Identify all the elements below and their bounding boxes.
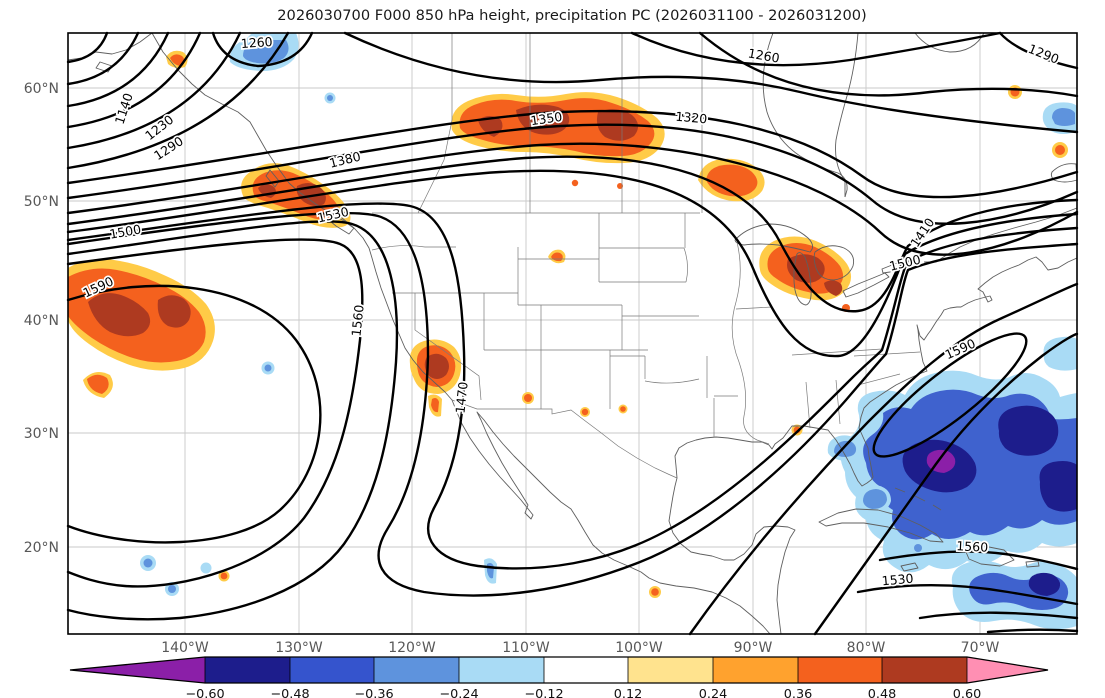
svg-text:1470: 1470 [452, 381, 470, 414]
atlantic-ridge-contour [872, 332, 1028, 458]
newfoundland [1050, 163, 1078, 183]
svg-text:60°N: 60°N [24, 81, 59, 97]
svg-text:1560: 1560 [348, 304, 366, 337]
us-mexico-border [451, 399, 678, 479]
svg-text:0.36: 0.36 [784, 687, 813, 698]
bahamas [894, 487, 942, 511]
svg-text:110°W: 110°W [502, 640, 550, 656]
height-contours [66, 31, 1079, 636]
colorbar: −0.60 −0.48 −0.36 −0.24 −0.12 0.12 0.24 … [69, 656, 1049, 698]
lake-superior [734, 223, 813, 253]
svg-text:130°W: 130°W [275, 640, 323, 656]
haida-gwaii [265, 169, 280, 188]
mississippi-river [731, 241, 770, 445]
y-axis-ticks: 60°N 50°N 40°N 30°N 20°N [24, 81, 59, 556]
x-axis-ticks: 140°W 130°W 120°W 110°W 100°W 90°W 80°W … [161, 640, 999, 656]
gulf-atlantic-coastline [668, 256, 1078, 635]
vancouver-island [323, 209, 355, 235]
svg-text:1260: 1260 [747, 45, 781, 65]
coastlines [67, 32, 1078, 635]
svg-text:−0.24: −0.24 [439, 687, 478, 698]
kodiak [95, 61, 113, 73]
svg-text:0.24: 0.24 [699, 687, 728, 698]
hudson-bay-east [835, 32, 859, 197]
svg-text:50°N: 50°N [24, 194, 59, 210]
svg-text:70°W: 70°W [961, 640, 1000, 656]
jamaica [900, 562, 919, 572]
political-borders [371, 33, 921, 479]
plot-frame [67, 32, 1078, 635]
chart-title: 2026030700 F000 850 hPa height, precipit… [277, 7, 866, 24]
svg-text:−0.60: −0.60 [185, 687, 224, 698]
svg-text:140°W: 140°W [161, 640, 209, 656]
svg-text:100°W: 100°W [615, 640, 663, 656]
svg-text:1290: 1290 [1026, 41, 1061, 67]
svg-text:−0.12: −0.12 [524, 687, 563, 698]
svg-text:1140: 1140 [112, 91, 136, 126]
svg-text:0.48: 0.48 [868, 687, 897, 698]
colorbar-outline [69, 656, 1049, 684]
svg-text:90°W: 90°W [734, 640, 773, 656]
lake-huron [813, 245, 855, 281]
lake-erie [842, 272, 890, 298]
svg-text:1530: 1530 [881, 571, 914, 589]
svg-text:−0.48: −0.48 [270, 687, 309, 698]
svg-text:0.60: 0.60 [953, 687, 982, 698]
hudson-bay-west [762, 32, 848, 198]
svg-text:40°N: 40°N [24, 313, 59, 329]
puerto-rico [1025, 560, 1040, 568]
pacific-coastline [151, 32, 771, 635]
cuba [818, 508, 944, 543]
lake-michigan [793, 252, 812, 306]
svg-text:1560: 1560 [956, 538, 989, 555]
svg-text:20°N: 20°N [24, 540, 59, 556]
svg-text:1500: 1500 [108, 221, 142, 241]
colorbar-extend-high [967, 657, 1048, 683]
svg-text:1320: 1320 [675, 109, 708, 127]
hispaniola [965, 545, 1015, 567]
svg-text:1380: 1380 [328, 148, 363, 170]
positive-anomaly-shading [68, 50, 1068, 598]
svg-text:1350: 1350 [530, 109, 564, 128]
svg-text:120°W: 120°W [388, 640, 436, 656]
svg-text:0.12: 0.12 [614, 687, 643, 698]
svg-text:80°W: 80°W [847, 640, 886, 656]
svg-text:1260: 1260 [240, 34, 273, 51]
colorbar-extend-low [70, 657, 205, 683]
arctic-island [914, 32, 985, 53]
svg-text:30°N: 30°N [24, 426, 59, 442]
svg-text:−0.36: −0.36 [354, 687, 393, 698]
alaska-coast [67, 32, 153, 61]
